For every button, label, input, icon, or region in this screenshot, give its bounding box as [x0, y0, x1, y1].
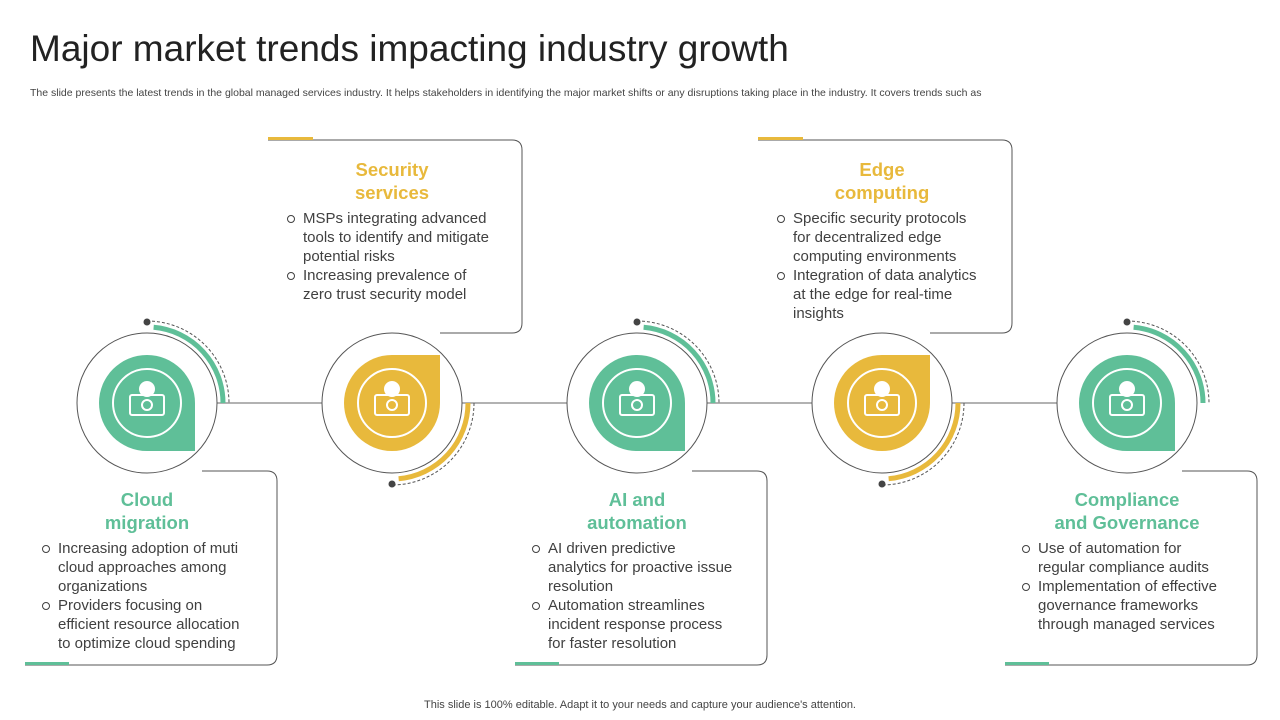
dashed-arc [636, 320, 720, 404]
icon [386, 399, 398, 411]
bullet: Automation streamlines incident response… [530, 596, 735, 653]
trend-title-line: computing [834, 182, 930, 203]
icon [629, 381, 645, 397]
box [515, 470, 768, 666]
box [758, 139, 1013, 334]
icon [876, 399, 888, 411]
badge-inner [602, 368, 672, 438]
trend-title-line: Security [355, 159, 429, 180]
icon [1121, 399, 1133, 411]
outer-ring [321, 332, 463, 474]
outer-ring [76, 332, 218, 474]
badge-inner [112, 368, 182, 438]
bullet-list: AI driven predictive analytics for proac… [530, 539, 735, 653]
icon [874, 381, 890, 397]
trend-title-line: Edge [859, 159, 905, 180]
box [1005, 470, 1258, 666]
box-accent [515, 662, 559, 665]
trend-title: Edge computing [772, 158, 992, 204]
outer-ring [811, 332, 953, 474]
icon [631, 399, 643, 411]
bullet: AI driven predictive analytics for proac… [530, 539, 735, 596]
trend-title-line: and Governance [1054, 512, 1200, 533]
trend-title-line: services [354, 182, 430, 203]
trend-title: Security services [282, 158, 502, 204]
box-accent [25, 662, 69, 665]
bullet: Increasing prevalence of zero trust secu… [285, 266, 490, 304]
bullet: Integration of data analytics at the edg… [775, 266, 980, 323]
box-accent [758, 137, 803, 140]
bullet: Use of automation for regular compliance… [1020, 539, 1225, 577]
box [25, 470, 278, 666]
footer-note: This slide is 100% editable. Adapt it to… [424, 699, 856, 711]
dashed-arc [1126, 320, 1210, 404]
dashed-arc [146, 320, 230, 404]
bullet: Providers focusing on efficient resource… [40, 596, 245, 653]
badge-inner [1092, 368, 1162, 438]
trend-title-line: migration [104, 512, 190, 533]
dot [1123, 318, 1131, 326]
bullet-list: MSPs integrating advanced tools to ident… [285, 209, 490, 304]
bullet-list: Specific security protocols for decentra… [775, 209, 980, 323]
dot [388, 480, 396, 488]
badge-inner [357, 368, 427, 438]
accent-arc [1133, 324, 1206, 404]
trend-title: Compliance and Governance [1017, 488, 1237, 534]
trend-title: Cloud migration [37, 488, 257, 534]
icon [384, 381, 400, 397]
dashed-arc [391, 402, 475, 486]
accent-arc [153, 324, 226, 404]
accent-arc [398, 402, 471, 482]
trend-title-line: Compliance [1074, 489, 1180, 510]
dot [633, 318, 641, 326]
bullet: MSPs integrating advanced tools to ident… [285, 209, 490, 266]
icon [139, 381, 155, 397]
accent-arc [643, 324, 716, 404]
bullet-list: Use of automation for regular compliance… [1020, 539, 1225, 634]
box [268, 139, 523, 334]
bullet-list: Increasing adoption of muti cloud approa… [40, 539, 245, 653]
box-accent [268, 137, 313, 140]
box-accent [1005, 662, 1049, 665]
dashed-arc [881, 402, 965, 486]
dot [878, 480, 886, 488]
icon [141, 399, 153, 411]
accent-arc [888, 402, 961, 482]
outer-ring [1056, 332, 1198, 474]
trend-title-line: AI and [608, 489, 666, 510]
outer-ring [566, 332, 708, 474]
icon [1119, 381, 1135, 397]
slide-subtitle: The slide presents the latest trends in … [30, 87, 982, 99]
slide-title: Major market trends impacting industry g… [30, 28, 789, 69]
bullet: Implementation of effective governance f… [1020, 577, 1225, 634]
bullet: Specific security protocols for decentra… [775, 209, 980, 266]
trend-title: AI and automation [527, 488, 747, 534]
badge-inner [847, 368, 917, 438]
bullet: Increasing adoption of muti cloud approa… [40, 539, 245, 596]
trend-title-line: Cloud [120, 489, 174, 510]
trend-title-line: automation [587, 512, 687, 533]
dot [143, 318, 151, 326]
